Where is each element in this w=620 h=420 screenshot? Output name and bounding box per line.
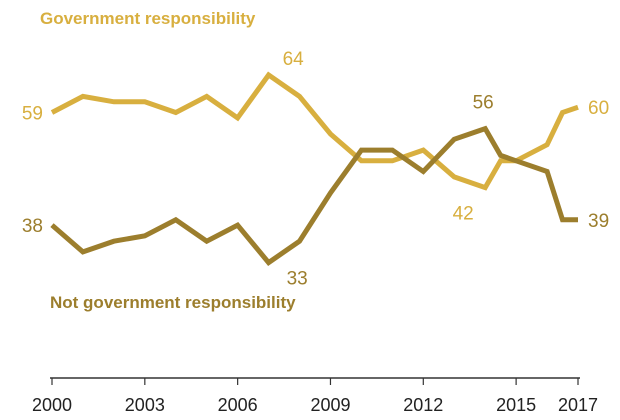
x-tick-label: 2006 bbox=[218, 395, 258, 415]
data-label: 33 bbox=[287, 269, 308, 290]
series-label-government: Government responsibility bbox=[40, 9, 256, 28]
data-label: 64 bbox=[283, 49, 305, 70]
data-label: 38 bbox=[22, 216, 43, 237]
x-tick-label: 2015 bbox=[496, 395, 536, 415]
x-axis: 2000 2003 2006 2009 2012 2015 2017 bbox=[32, 377, 598, 415]
x-tick-label: 2000 bbox=[32, 395, 72, 415]
data-label: 39 bbox=[588, 211, 609, 232]
data-label: 60 bbox=[588, 98, 609, 119]
series-line-government bbox=[50, 71, 579, 191]
data-label: 59 bbox=[22, 104, 43, 125]
data-label: 56 bbox=[473, 93, 494, 114]
x-tick-label: 2017 bbox=[558, 395, 598, 415]
series-lines bbox=[50, 71, 579, 266]
x-tick-label: 2009 bbox=[310, 395, 350, 415]
series-line-not-government bbox=[50, 125, 578, 266]
x-tick-label: 2003 bbox=[125, 395, 165, 415]
data-label: 42 bbox=[453, 204, 474, 225]
data-labels: 59 64 42 60 38 33 56 39 bbox=[22, 49, 609, 290]
x-tick-label: 2012 bbox=[403, 395, 443, 415]
series-label-not-government: Not government responsibility bbox=[50, 293, 296, 312]
